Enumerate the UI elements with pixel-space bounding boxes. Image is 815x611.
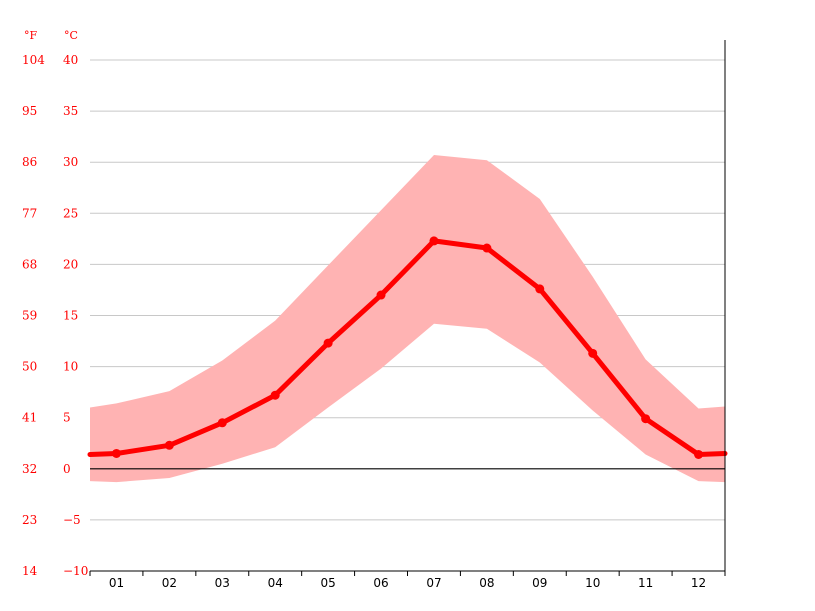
unit-label-fahrenheit: °F (24, 29, 38, 42)
y-tick-label-fahrenheit: 86 (22, 155, 37, 169)
x-tick-label: 05 (320, 576, 335, 590)
tick-labels: °F °C 104 40 95 35 86 30 77 25 68 20 59 15 50 10 41 5 32… (22, 29, 706, 590)
y-tick-label-celsius: 15 (63, 309, 78, 323)
y-tick-label-celsius: 5 (63, 411, 71, 425)
data-point (217, 418, 227, 428)
y-tick-label-fahrenheit: 14 (22, 564, 38, 578)
y-tick-label-fahrenheit: 68 (22, 257, 37, 271)
y-tick-label-fahrenheit: 23 (22, 513, 37, 527)
y-tick-label-celsius: 40 (63, 53, 78, 67)
unit-label-celsius: °C (64, 29, 78, 42)
temperature-range-band (90, 155, 725, 483)
axes (89, 40, 726, 576)
data-point (694, 449, 704, 459)
x-tick-label: 12 (691, 576, 706, 590)
data-point (164, 440, 174, 450)
data-point (588, 348, 598, 358)
x-tick-label: 10 (585, 576, 600, 590)
y-tick-label-celsius: 20 (63, 257, 78, 271)
data-point (270, 390, 280, 400)
y-tick-label-fahrenheit: 104 (22, 53, 45, 67)
y-tick-label-fahrenheit: 77 (22, 206, 37, 220)
y-tick-label-celsius: 0 (63, 462, 71, 476)
data-point (111, 448, 121, 458)
x-tick-label: 09 (532, 576, 547, 590)
data-point (535, 284, 545, 294)
x-tick-label: 07 (426, 576, 441, 590)
mean-temperature-series (87, 236, 728, 459)
y-tick-label-fahrenheit: 50 (22, 360, 37, 374)
x-tick-label: 11 (638, 576, 653, 590)
data-point (482, 243, 492, 253)
data-point (323, 338, 333, 348)
y-tick-label-celsius: 35 (63, 104, 78, 118)
y-tick-label-celsius: −10 (63, 564, 88, 578)
data-point (376, 290, 386, 300)
data-point (641, 414, 651, 424)
y-tick-label-celsius: −5 (63, 513, 81, 527)
x-tick-label: 04 (268, 576, 283, 590)
x-tick-label: 03 (215, 576, 230, 590)
y-tick-label-celsius: 30 (63, 155, 78, 169)
x-tick-label: 06 (373, 576, 388, 590)
y-tick-label-fahrenheit: 32 (22, 462, 37, 476)
y-tick-label-fahrenheit: 95 (22, 104, 37, 118)
mean-temperature-line (87, 238, 728, 457)
y-tick-label-fahrenheit: 59 (22, 309, 37, 323)
x-tick-label: 01 (109, 576, 124, 590)
y-tick-label-celsius: 10 (63, 360, 78, 374)
x-tick-label: 08 (479, 576, 494, 590)
x-tick-label: 02 (162, 576, 177, 590)
y-tick-label-celsius: 25 (63, 206, 78, 220)
data-point (429, 236, 439, 246)
y-tick-label-fahrenheit: 41 (22, 411, 37, 425)
temperature-range-area (90, 155, 725, 483)
